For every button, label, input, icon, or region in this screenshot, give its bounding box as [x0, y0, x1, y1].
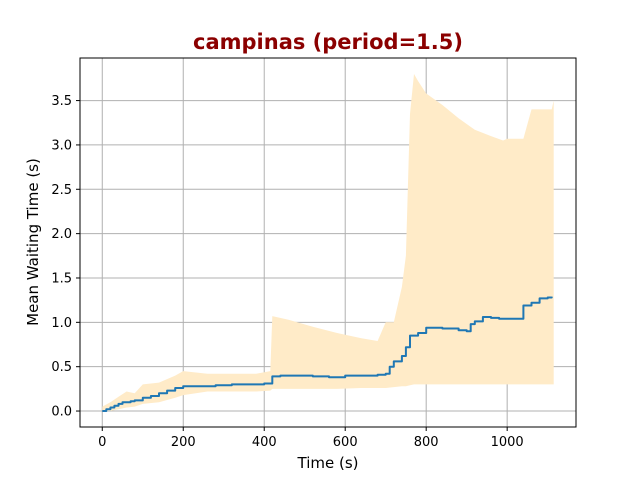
x-axis-label: Time (s) — [297, 454, 359, 472]
y-tick-label: 0.5 — [51, 360, 72, 375]
x-tick-label: 800 — [414, 435, 439, 450]
x-tick-label: 400 — [252, 435, 277, 450]
y-tick-label: 1.0 — [51, 316, 72, 331]
y-axis-label: Mean Waiting Time (s) — [24, 158, 42, 326]
plot-area-frame — [79, 57, 577, 428]
y-tick-label: 2.0 — [51, 227, 72, 242]
x-tick-label: 1000 — [491, 435, 524, 450]
chart-title: campinas (period=1.5) — [193, 30, 463, 54]
x-axis: 0 200 400 600 800 1000 — [98, 427, 524, 450]
y-tick-label: 3.5 — [51, 94, 72, 109]
x-tick-label: 600 — [333, 435, 358, 450]
confidence-band — [102, 74, 554, 411]
y-tick-label: 0.0 — [51, 405, 72, 420]
y-tick-label: 2.5 — [51, 183, 72, 198]
y-axis: 0.0 0.5 1.0 1.5 2.0 2.5 3.0 3.5 — [51, 94, 80, 420]
y-tick-label: 3.0 — [51, 138, 72, 153]
mean-waiting-time-line — [102, 296, 553, 412]
y-tick-label: 1.5 — [51, 271, 72, 286]
x-tick-label: 0 — [98, 435, 106, 450]
x-tick-label: 200 — [171, 435, 196, 450]
